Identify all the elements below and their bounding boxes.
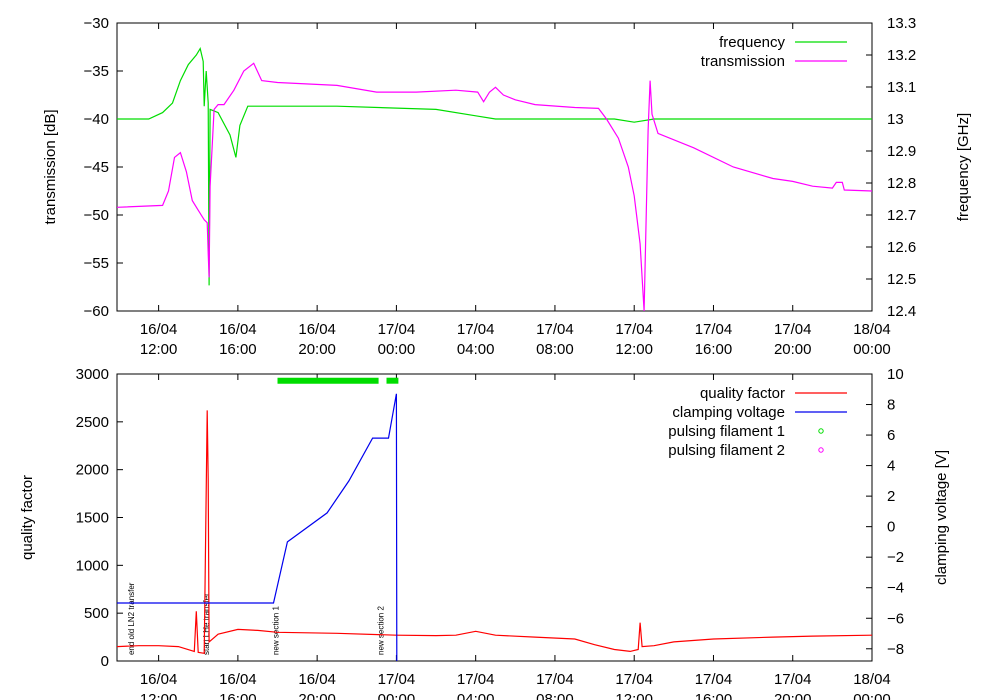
chart2-y-tick-label: 2500: [76, 414, 109, 431]
chart2-legend-label: quality factor: [700, 385, 785, 402]
chart2-annotation: new section 1: [272, 606, 281, 655]
chart1-legend-label: frequency: [719, 34, 785, 51]
chart1-x-tick-label-date: 18/04: [853, 321, 891, 338]
chart2-y2-tick-label: −8: [887, 641, 904, 658]
chart2-x-tick-label-date: 17/04: [695, 671, 733, 688]
chart1-x-tick-label-time: 00:00: [853, 341, 891, 358]
chart1-x-tick-label-time: 16:00: [695, 341, 733, 358]
chart2-x-tick-label-date: 16/04: [140, 671, 178, 688]
chart1-y2-tick-label: 12.8: [887, 175, 916, 192]
chart2-y2-tick-label: 0: [887, 519, 895, 536]
chart2-y2-tick-label: −2: [887, 549, 904, 566]
chart1-x-tick-label-date: 17/04: [774, 321, 812, 338]
chart2-x-tick-label-date: 17/04: [378, 671, 416, 688]
chart2-y2-tick-label: 6: [887, 427, 895, 444]
chart1-x-tick-label-date: 16/04: [219, 321, 257, 338]
chart1-y2-tick-label: 12.7: [887, 207, 916, 224]
chart2-legend-swatch: [818, 447, 824, 453]
chart1-y2-tick-label: 13.3: [887, 15, 916, 32]
chart2-x-tick-label-date: 16/04: [298, 671, 336, 688]
chart2-y2-tick-label: −6: [887, 610, 904, 627]
chart1-y-tick-label: −40: [84, 111, 109, 128]
chart2-x-tick-label-date: 16/04: [219, 671, 257, 688]
chart2-annotation: end old LN2 transfer: [127, 582, 136, 655]
chart1-x-tick-label-date: 17/04: [536, 321, 574, 338]
chart1-x-tick-label-date: 17/04: [378, 321, 416, 338]
chart2-y2-tick-label: 8: [887, 397, 895, 414]
chart2-x-tick-label-date: 18/04: [853, 671, 891, 688]
chart1-x-tick-label-date: 17/04: [615, 321, 653, 338]
chart1-x-tick-label-date: 17/04: [695, 321, 733, 338]
chart1-y-tick-label: −30: [84, 15, 109, 32]
chart1-x-tick-label-time: 04:00: [457, 341, 495, 358]
chart1-x-tick-label-time: 20:00: [298, 341, 336, 358]
chart2-x-tick-label-date: 17/04: [457, 671, 495, 688]
chart2-x-tick-label-time: 00:00: [378, 691, 416, 700]
chart2-x-tick-label-date: 17/04: [615, 671, 653, 688]
chart2-y2-tick-label: −4: [887, 580, 904, 597]
chart1-x-tick-label-date: 17/04: [457, 321, 495, 338]
chart2-y-axis-label: quality factor: [19, 475, 36, 560]
chart2-x-tick-label-time: 00:00: [853, 691, 891, 700]
chart1-x-tick-label-time: 08:00: [536, 341, 574, 358]
chart2-x-tick-label-time: 12:00: [615, 691, 653, 700]
chart2-y-tick-label: 1000: [76, 557, 109, 574]
chart1-y2-tick-label: 13.1: [887, 79, 916, 96]
chart2-x-tick-label-date: 17/04: [536, 671, 574, 688]
chart1-y2-tick-label: 12.4: [887, 303, 916, 320]
chart2-x-tick-label-time: 20:00: [774, 691, 812, 700]
chart2-x-tick-label-time: 08:00: [536, 691, 574, 700]
chart2-annotation: new section 2: [377, 606, 386, 655]
chart2-y2-tick-label: 4: [887, 458, 895, 475]
chart1-y2-axis-label: frequency [GHz]: [955, 113, 972, 221]
chart2-y-tick-label: 3000: [76, 366, 109, 383]
chart1-series-frequency-line: [117, 47, 872, 286]
chart2-x-tick-label-time: 04:00: [457, 691, 495, 700]
chart1-y2-tick-label: 13: [887, 111, 904, 128]
chart1-y2-tick-label: 13.2: [887, 47, 916, 64]
chart2-legend-label: pulsing filament 1: [668, 423, 785, 440]
chart1-y2-tick-label: 12.6: [887, 239, 916, 256]
chart2-legend-label: pulsing filament 2: [668, 442, 785, 459]
chart2-y-tick-label: 500: [84, 605, 109, 622]
chart2-y-tick-label: 1500: [76, 510, 109, 527]
chart1-y-tick-label: −55: [84, 255, 109, 272]
chart1-x-tick-label-date: 16/04: [140, 321, 178, 338]
chart2-legend-label: clamping voltage: [672, 404, 785, 421]
chart1-y-tick-label: −35: [84, 63, 109, 80]
chart1-x-tick-label-time: 20:00: [774, 341, 812, 358]
chart1-y2-tick-label: 12.5: [887, 271, 916, 288]
chart2-x-tick-label-time: 16:00: [219, 691, 257, 700]
chart2-x-tick-label-time: 20:00: [298, 691, 336, 700]
chart1-x-tick-label-time: 12:00: [140, 341, 178, 358]
chart2-y-tick-label: 2000: [76, 462, 109, 479]
chart1-y-tick-label: −45: [84, 159, 109, 176]
chart1-y-axis-label: transmission [dB]: [42, 109, 59, 224]
chart2-x-tick-label-time: 16:00: [695, 691, 733, 700]
chart1-x-tick-label-time: 12:00: [615, 341, 653, 358]
chart1-legend-label: transmission: [701, 53, 785, 70]
chart1-x-tick-label-time: 16:00: [219, 341, 257, 358]
chart1-y2-tick-label: 12.9: [887, 143, 916, 160]
chart2-annotation: start LHe transfer: [202, 593, 211, 655]
chart2-y2-tick-label: 10: [887, 366, 904, 383]
chart1-y-tick-label: −50: [84, 207, 109, 224]
chart2-series-clamping-voltage-line: [117, 393, 398, 661]
chart2-legend-swatch: [818, 428, 824, 434]
chart2-series-quality-factor-line: [117, 410, 872, 654]
chart2-y2-tick-label: 2: [887, 488, 895, 505]
chart2-x-tick-label-date: 17/04: [774, 671, 812, 688]
chart2-y2-axis-label: clamping voltage [V]: [933, 450, 950, 585]
chart1-x-tick-label-date: 16/04: [298, 321, 336, 338]
chart2-y-tick-label: 0: [101, 653, 109, 670]
chart1-y-tick-label: −60: [84, 303, 109, 320]
chart1-x-tick-label-time: 00:00: [378, 341, 416, 358]
chart2-x-tick-label-time: 12:00: [140, 691, 178, 700]
chart1-series-transmission-line: [117, 62, 872, 311]
